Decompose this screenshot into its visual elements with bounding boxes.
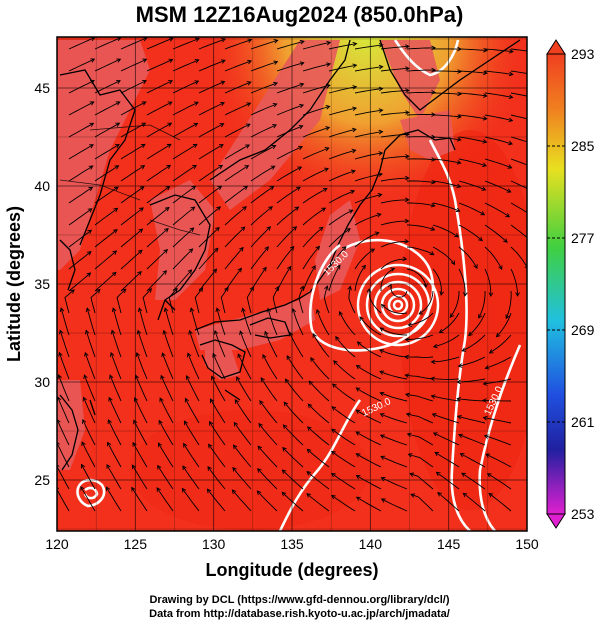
lat-tick-label: 35 [34, 276, 50, 292]
credits: Drawing by DCL (https://www.gfd-dennou.o… [0, 593, 599, 621]
map-frame [56, 36, 528, 532]
credit-dcl: Drawing by DCL (https://www.gfd-dennou.o… [149, 594, 450, 606]
y-axis-label: Latitude (degrees) [4, 206, 24, 362]
lon-tick-label: 140 [359, 536, 383, 552]
x-axis-label: Longitude (degrees) [205, 560, 378, 580]
lat-lon-grid [57, 37, 527, 531]
lon-tick-label: 130 [202, 536, 226, 552]
colorbar-tick-label: 277 [571, 230, 595, 246]
colorbar-tick-label: 261 [571, 414, 595, 430]
longitude-tick-labels: 120 125 130 135 140 145 150 [45, 536, 539, 552]
colorbar-tick-label: 269 [571, 322, 595, 338]
lat-tick-label: 30 [34, 374, 50, 390]
colorbar-tick-label: 253 [571, 506, 595, 522]
lon-tick-label: 125 [124, 536, 148, 552]
latitude-tick-labels: 25 30 35 40 45 [34, 80, 50, 488]
colorbar: 293 285 277 269 261 253 [546, 39, 595, 529]
map-title: MSM 12Z16Aug2024 (850.0hPa) [135, 2, 464, 27]
lat-tick-label: 40 [34, 178, 50, 194]
wind-streamlines [57, 37, 527, 512]
land-masses [57, 40, 455, 470]
lon-tick-label: 150 [515, 536, 539, 552]
colorbar-tick-label: 285 [571, 138, 595, 154]
lat-tick-label: 25 [34, 472, 50, 488]
colorbar-tick-label: 293 [571, 46, 595, 62]
lat-tick-label: 45 [34, 80, 50, 96]
lon-tick-label: 135 [280, 536, 304, 552]
lon-tick-label: 120 [45, 536, 69, 552]
credit-data-source: Data from http://database.rish.kyoto-u.a… [149, 608, 450, 620]
geopotential-contours [76, 39, 522, 531]
lon-tick-label: 145 [437, 536, 461, 552]
